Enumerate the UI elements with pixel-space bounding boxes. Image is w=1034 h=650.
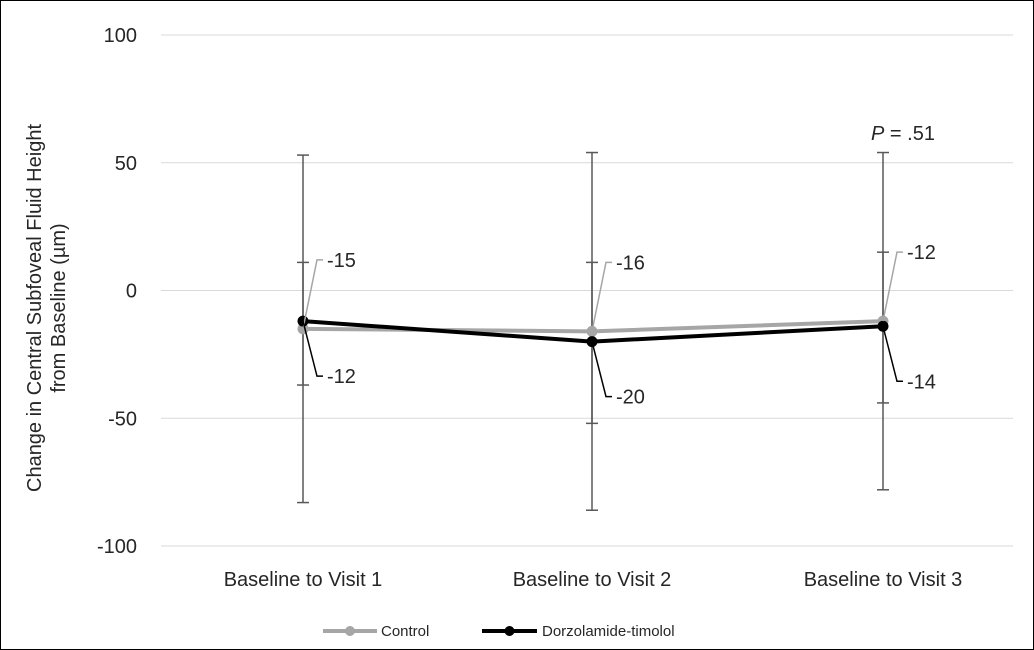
y-tick-label: -100	[97, 536, 137, 558]
y-axis-title-line-2: from Baseline (µm)	[48, 223, 70, 392]
p-value-text: = .51	[884, 123, 935, 145]
y-tick-label: 0	[126, 281, 137, 303]
data-label-leader	[882, 251, 903, 322]
legend-marker-dorzolamide-timolol	[504, 626, 515, 636]
y-tick-label: 50	[115, 153, 137, 175]
data-label-leader	[302, 320, 323, 377]
data-label: -12	[907, 242, 936, 264]
x-category-label: Baseline to Visit 2	[513, 569, 672, 591]
data-labels: -15 -16 -12 -12 -20 -14	[302, 242, 936, 409]
legend-marker-control	[345, 626, 355, 636]
data-label: -15	[327, 250, 356, 272]
data-label-leader	[591, 341, 612, 398]
data-label-leader	[302, 259, 323, 329]
gridlines	[161, 34, 1013, 547]
y-tick-label: 100	[104, 25, 137, 47]
legend-label: Dorzolamide-timolol	[542, 623, 675, 640]
x-axis-categories: Baseline to Visit 1 Baseline to Visit 2 Ba…	[224, 569, 963, 591]
data-label-leader	[882, 326, 903, 383]
data-label: -16	[616, 252, 645, 274]
p-value-symbol: P	[871, 123, 885, 145]
y-axis-title-line-1: Change in Central Subfoveal Fluid Height	[24, 124, 46, 492]
legend: Control Dorzolamide-timolol	[323, 623, 675, 640]
legend-label: Control	[381, 623, 429, 640]
y-tick-label: -50	[108, 408, 137, 430]
data-label: -12	[327, 366, 356, 388]
x-category-label: Baseline to Visit 3	[804, 569, 963, 591]
x-category-label: Baseline to Visit 1	[224, 569, 383, 591]
series-lines	[297, 315, 889, 348]
y-axis-ticks: 100 50 0 -50 -100	[97, 25, 137, 558]
data-label-leader	[591, 261, 612, 332]
data-label: -20	[616, 387, 645, 409]
data-label: -14	[907, 371, 936, 393]
p-value-annotation: P = .51	[871, 123, 935, 145]
